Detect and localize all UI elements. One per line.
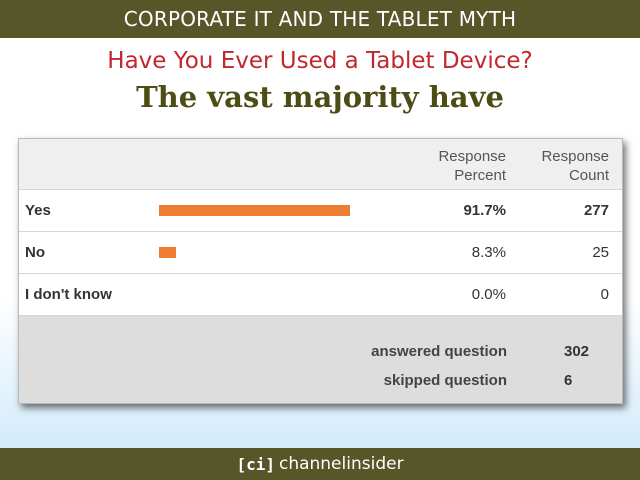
channel-insider-logo-icon: [ci] — [236, 454, 275, 474]
table-row-dont-know: I don't know 0.0% 0 — [19, 274, 622, 316]
row-label: I don't know — [25, 286, 112, 303]
row-label: Yes — [25, 202, 51, 219]
row-count: 25 — [592, 244, 609, 261]
summary-section: answered question 302 skipped question 6 — [19, 316, 622, 403]
survey-results-panel: Response Percent Response Count Yes 91.7… — [18, 138, 623, 404]
banner-title: CORPORATE IT AND THE TABLET MYTH — [123, 7, 517, 31]
header-response-percent: Response Percent — [414, 147, 506, 185]
row-count: 277 — [583, 202, 609, 219]
table-header: Response Percent Response Count — [19, 139, 622, 190]
top-banner: CORPORATE IT AND THE TABLET MYTH — [0, 0, 640, 38]
header-count-label: Response Count — [541, 148, 609, 184]
row-label: No — [25, 244, 45, 261]
channel-insider-logo-text: channelinsider — [278, 454, 404, 474]
skipped-question-value: 6 — [564, 372, 573, 389]
row-count: 0 — [600, 286, 609, 303]
table-row-no: No 8.3% 25 — [19, 232, 622, 274]
header-percent-label: Response Percent — [438, 148, 506, 184]
answer-subheading: The vast majority have — [136, 80, 504, 114]
row-percent: 91.7% — [463, 202, 506, 219]
skipped-question-label: skipped question — [383, 372, 507, 389]
header-response-count: Response Count — [514, 147, 609, 185]
table-row-yes: Yes 91.7% 277 — [19, 190, 622, 232]
row-percent: 8.3% — [471, 244, 506, 261]
row-percent: 0.0% — [471, 286, 506, 303]
bar-yes — [159, 205, 350, 216]
answered-question-value: 302 — [564, 343, 590, 360]
bar-no — [159, 247, 177, 258]
question-heading: Have You Ever Used a Tablet Device? — [107, 48, 533, 74]
answered-question-label: answered question — [371, 343, 507, 360]
footer-bar: [ci] channelinsider — [0, 448, 640, 480]
